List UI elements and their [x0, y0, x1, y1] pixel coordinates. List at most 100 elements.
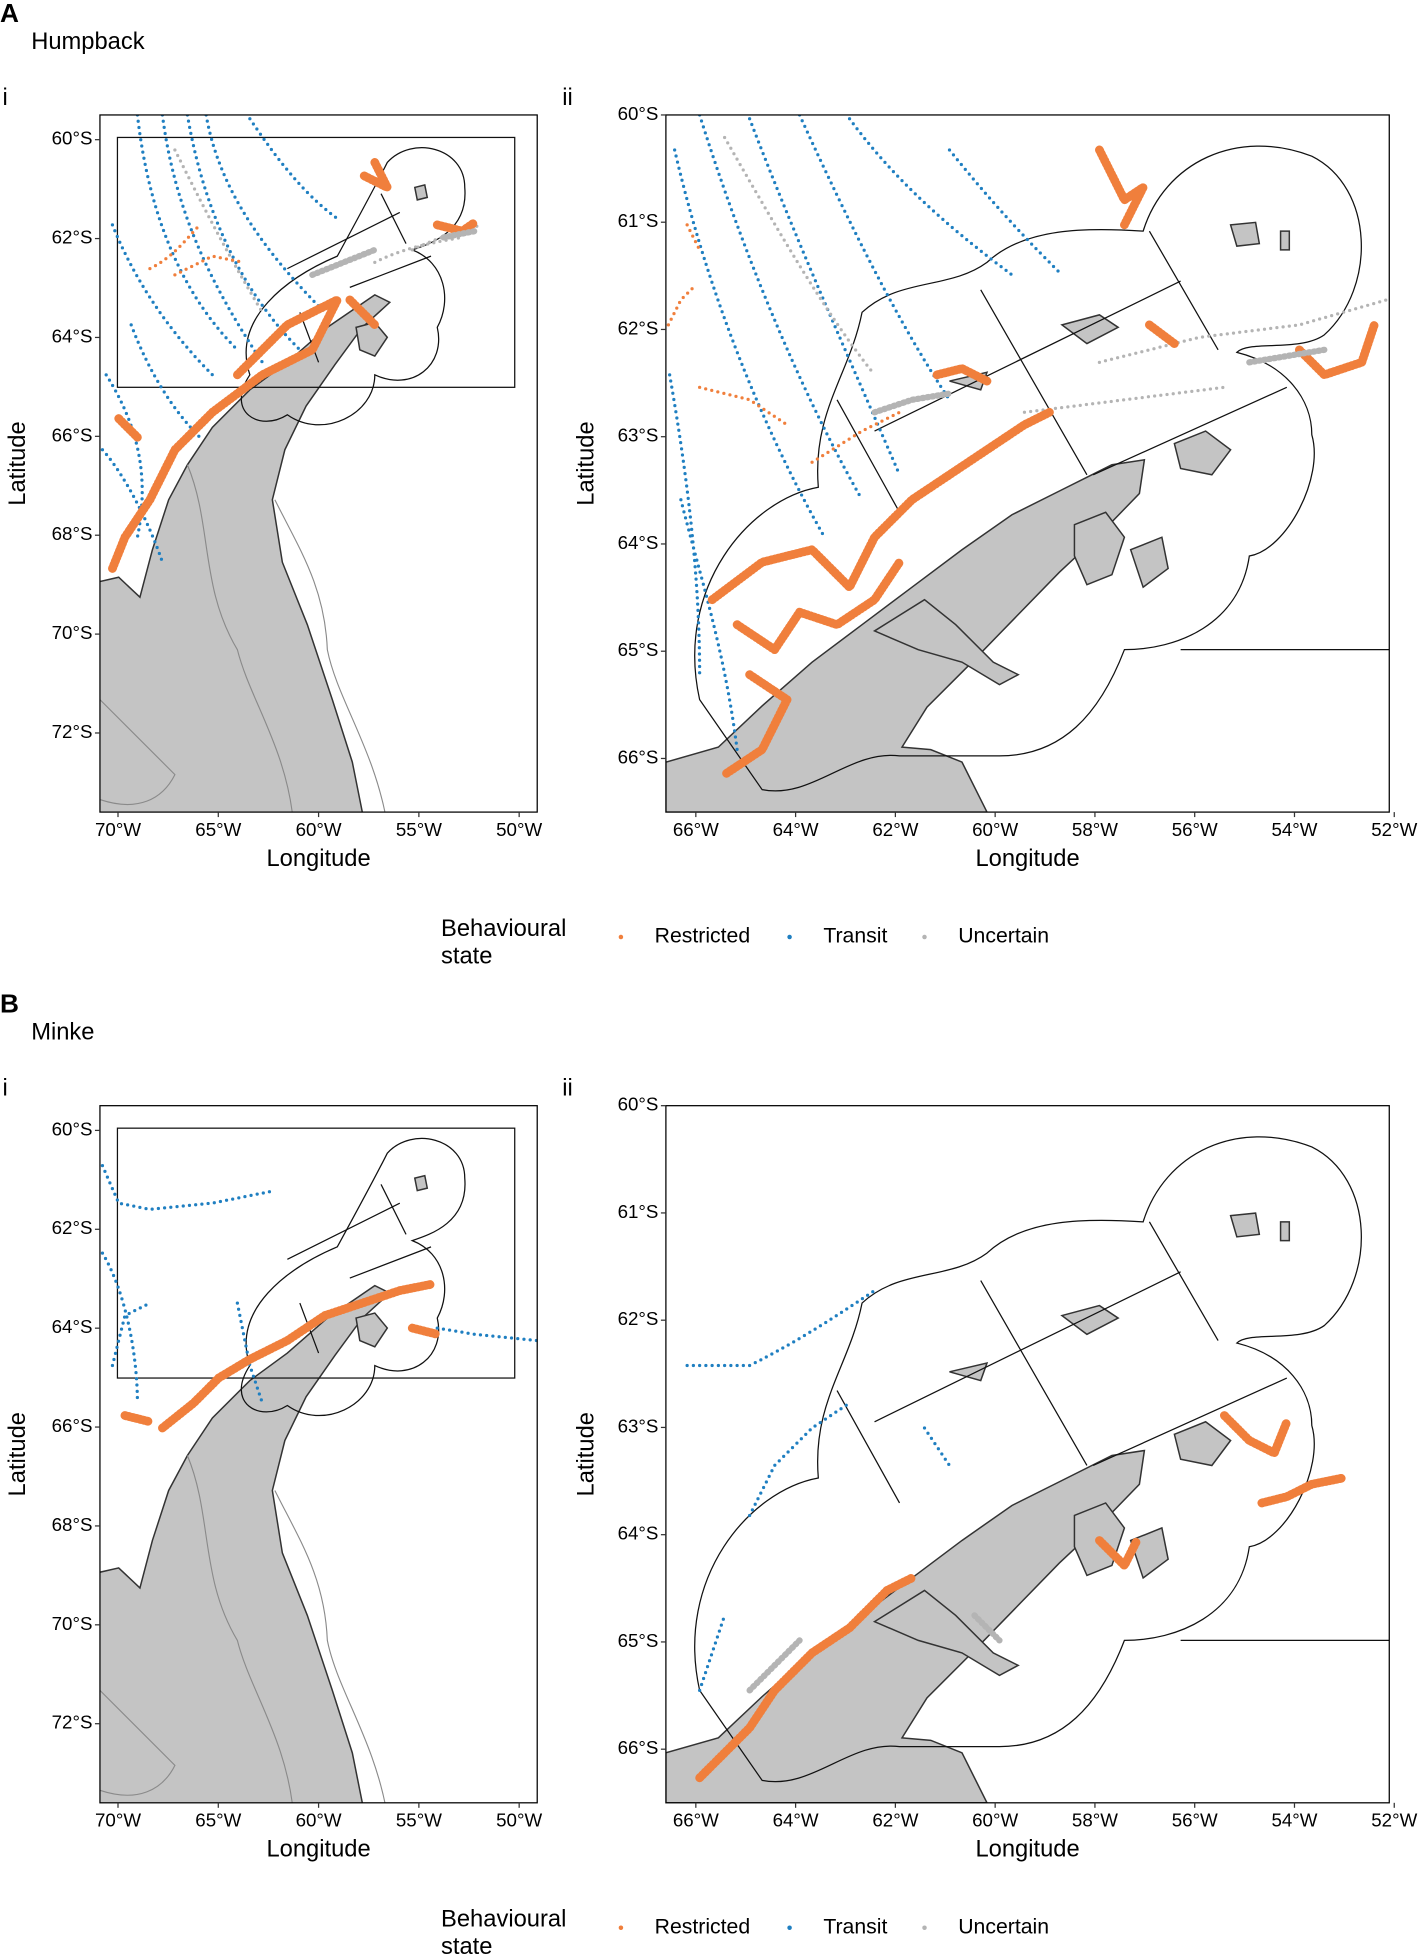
x-axis-label: Longitude [266, 1837, 370, 1863]
legend-swatch [787, 1925, 792, 1930]
x-tick-label: 64°W [773, 1810, 819, 1831]
legend-title: Behavioural state [441, 915, 567, 970]
x-axis-label: Longitude [975, 1837, 1079, 1863]
transit-track [100, 114, 339, 564]
x-tick-label: 50°W [496, 819, 542, 840]
restricted-cluster [695, 1411, 1348, 1783]
legend-swatch [922, 934, 927, 940]
y-tick-label: 64°S [52, 1316, 93, 1337]
y-tick-label: 60°S [618, 1094, 659, 1115]
map-a-ii [665, 114, 1390, 813]
y-tick-label: 63°S [618, 1415, 659, 1436]
map-a-i [99, 114, 516, 813]
legend-title-box: Behavioural state [441, 1906, 567, 1959]
y-tick-label: 64°S [618, 1523, 659, 1544]
x-tick-label: 56°W [1172, 819, 1218, 840]
map-label: i [2, 85, 7, 111]
y-tick-label: 72°S [52, 1712, 93, 1733]
y-tick-label: 66°S [52, 424, 93, 445]
y-tick-label: 60°S [52, 1118, 93, 1139]
map-b-ii [665, 1136, 1390, 1803]
transit-track [100, 1164, 538, 1405]
x-tick-label: 62°W [872, 819, 918, 840]
x-axis-label: Longitude [975, 846, 1079, 872]
legend-entry: Uncertain [958, 925, 1049, 948]
y-tick-label: 62°S [618, 317, 659, 338]
land [99, 184, 429, 813]
plot-frame [665, 114, 1390, 813]
x-tick-label: 55°W [396, 1810, 442, 1831]
uncertain-cluster [309, 228, 478, 278]
y-tick-label: 64°S [618, 532, 659, 553]
x-tick-label: 58°W [1072, 819, 1118, 840]
x-tick-label: 52°W [1371, 1810, 1417, 1831]
x-tick-label: 64°W [773, 819, 819, 840]
transit-track [668, 114, 1064, 752]
y-tick-label: 65°S [618, 639, 659, 660]
x-tick-label: 54°W [1271, 819, 1317, 840]
panel-b-maps [99, 1127, 1390, 1803]
uncertain-cluster [746, 1612, 1003, 1694]
y-tick-label: 60°S [52, 128, 93, 149]
x-tick-label: 52°W [1371, 819, 1417, 840]
legend-entry: Transit [823, 1915, 887, 1938]
uncertain-track [722, 135, 1389, 414]
y-tick-label: 61°S [618, 210, 659, 231]
y-axis-label: Latitude [573, 421, 599, 505]
legend-swatch [922, 1925, 927, 1930]
x-tick-label: 66°W [673, 1810, 719, 1831]
x-tick-label: 66°W [673, 819, 719, 840]
y-tick-label: 68°S [52, 523, 93, 544]
x-axis-label: Longitude [266, 846, 370, 872]
x-tick-label: 56°W [1172, 1810, 1218, 1831]
legend-swatch [787, 934, 792, 940]
x-tick-label: 65°W [195, 819, 241, 840]
x-tick-label: 70°W [95, 1810, 141, 1831]
y-tick-label: 70°S [52, 1613, 93, 1634]
y-axis-label: Latitude [573, 1412, 599, 1496]
y-tick-label: 64°S [52, 325, 93, 346]
legend-entry: Restricted [655, 925, 751, 948]
y-tick-label: 63°S [618, 425, 659, 446]
y-tick-label: 66°S [618, 1737, 659, 1758]
legend-entry: Restricted [655, 1915, 751, 1938]
y-tick-label: 62°S [52, 227, 93, 248]
legend-title-box: Behavioural state [441, 915, 567, 970]
y-tick-label: 65°S [618, 1630, 659, 1651]
y-tick-label: 62°S [618, 1308, 659, 1329]
restricted-cluster [707, 145, 1379, 779]
y-tick-label: 62°S [52, 1217, 93, 1238]
map-label: i [2, 1076, 7, 1102]
panel-label: B [0, 989, 19, 1019]
species-label: Humpback [31, 29, 145, 55]
x-tick-label: 50°W [496, 1810, 542, 1831]
x-tick-label: 60°W [296, 819, 342, 840]
x-tick-label: 60°W [296, 1810, 342, 1831]
x-tick-label: 54°W [1271, 1810, 1317, 1831]
x-tick-label: 65°W [195, 1810, 241, 1831]
y-tick-label: 66°S [52, 1415, 93, 1436]
x-tick-label: 58°W [1072, 1810, 1118, 1831]
species-label: Minke [31, 1019, 94, 1045]
restricted-cluster [120, 1279, 442, 1433]
x-tick-label: 70°W [95, 819, 141, 840]
legend-title: Behavioural state [441, 1906, 567, 1959]
uncertain-track [173, 148, 483, 314]
legend-swatch [618, 1925, 624, 1930]
y-tick-label: 61°S [618, 1201, 659, 1222]
x-tick-label: 62°W [872, 1810, 918, 1831]
y-tick-label: 66°S [618, 746, 659, 767]
map-label: ii [562, 1076, 573, 1102]
y-tick-label: 70°S [52, 622, 93, 643]
y-axis-label: Latitude [5, 1412, 31, 1496]
legend-entry: Uncertain [958, 1915, 1049, 1938]
transit-track [685, 1288, 952, 1692]
restricted-track [666, 223, 902, 464]
y-axis-label: Latitude [5, 421, 31, 505]
land [99, 1174, 429, 1803]
plot-frame [665, 1105, 1390, 1804]
map-b-i [99, 1127, 538, 1803]
x-tick-label: 60°W [972, 819, 1018, 840]
y-tick-label: 72°S [52, 721, 93, 742]
